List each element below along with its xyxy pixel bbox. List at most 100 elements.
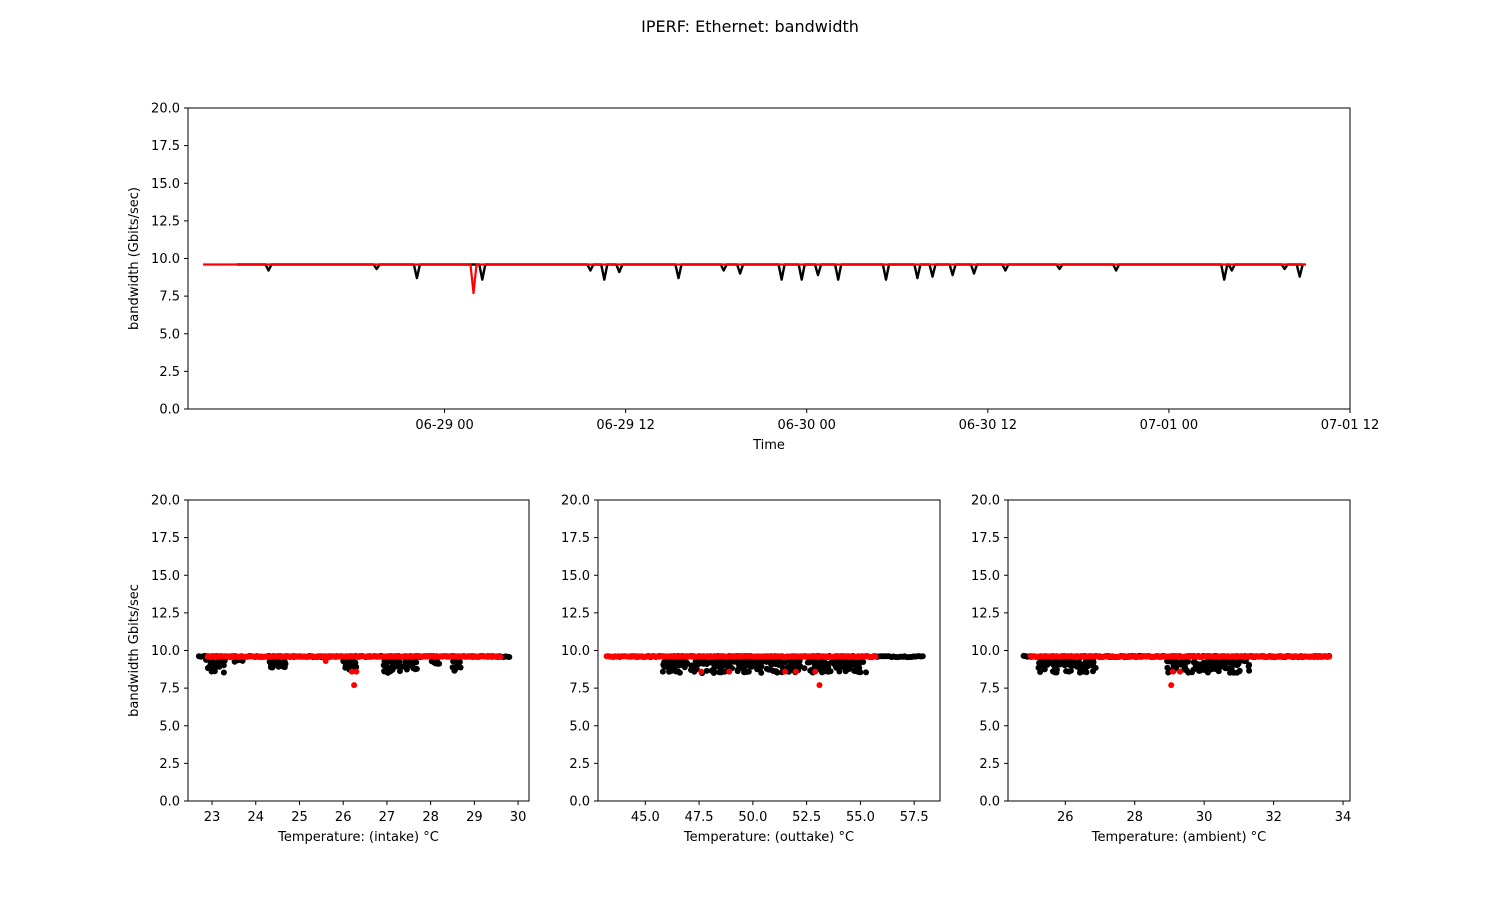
y-tick-label: 12.5 [151, 214, 180, 229]
data-point [1090, 662, 1096, 669]
y-tick-label: 17.5 [151, 139, 180, 154]
data-point [782, 668, 789, 675]
data-point [402, 661, 409, 668]
x-tick-label: 27 [379, 810, 396, 825]
data-point [1090, 668, 1096, 675]
data-point [1218, 660, 1225, 667]
data-point [1081, 660, 1088, 667]
data-point [457, 664, 464, 671]
data-point [387, 668, 394, 675]
data-point [666, 665, 672, 672]
data-point [210, 667, 217, 674]
series-line-red [203, 263, 1306, 295]
data-point [726, 662, 733, 669]
y-tick-label: 10.0 [971, 644, 1000, 659]
axes-outtake: 0.0 2.5 5.0 7.5 10.0 12.5 15.0 17.5 20.0 45.0 47.5… [561, 494, 941, 845]
data-point [1063, 668, 1070, 675]
x-tick-label: 06-29 12 [596, 418, 654, 433]
series-points-red [1027, 652, 1333, 689]
data-point [855, 669, 862, 675]
data-point [1037, 669, 1044, 675]
data-point [758, 658, 765, 665]
data-point [849, 662, 856, 668]
y-tick-label: 15.0 [971, 569, 1000, 584]
data-point [1069, 658, 1076, 665]
data-point [1326, 653, 1333, 660]
series-points-red [204, 652, 504, 689]
data-point [342, 664, 349, 671]
data-point [1067, 667, 1074, 674]
data-point [693, 666, 700, 673]
data-point [220, 669, 227, 676]
data-point [381, 668, 388, 674]
data-point [1236, 667, 1243, 674]
x-tick-label: 06-30 00 [778, 418, 836, 433]
data-point [1205, 659, 1212, 666]
y-tick-label: 12.5 [971, 606, 1000, 621]
y-tick-label: 10.0 [561, 644, 590, 659]
x-tick-label: 55.0 [846, 810, 875, 825]
data-point [659, 668, 666, 675]
x-tick-label: 30 [1196, 810, 1213, 825]
x-tick-label: 28 [1126, 810, 1143, 825]
x-tick-label: 28 [422, 810, 439, 825]
data-point [1040, 659, 1047, 666]
data-point [275, 663, 282, 670]
data-point [777, 660, 784, 667]
data-point [351, 682, 358, 689]
data-point [1212, 666, 1218, 672]
plot-area-outtake [603, 652, 926, 689]
data-point [792, 668, 799, 675]
x-tick-label: 57.5 [900, 810, 929, 825]
data-point [736, 660, 743, 667]
y-tick-label: 17.5 [151, 531, 180, 546]
data-point [1189, 669, 1195, 676]
x-tick-label: 06-30 12 [959, 418, 1017, 433]
data-point [772, 668, 779, 675]
y-tick-label: 12.5 [561, 606, 590, 621]
y-tick-label: 0.0 [979, 795, 1000, 810]
data-point [674, 658, 681, 665]
y-tick-label: 15.0 [151, 177, 180, 192]
x-tick-label: 32 [1265, 810, 1282, 825]
data-point [1169, 668, 1176, 675]
data-point [380, 662, 387, 669]
data-point [753, 660, 760, 667]
plot-area-time [203, 263, 1306, 295]
data-point [231, 658, 238, 665]
data-point [1178, 659, 1184, 666]
y-tick-label: 5.0 [569, 719, 590, 734]
data-point [267, 661, 274, 668]
x-tick-label: 47.5 [685, 810, 714, 825]
y-tick-label: 7.5 [159, 290, 180, 305]
data-point [1234, 662, 1241, 669]
data-point [1176, 668, 1183, 675]
data-point [676, 669, 683, 676]
y-tick-label: 5.0 [159, 327, 180, 342]
data-point [1165, 669, 1172, 676]
x-axis-label: Temperature: (intake) °C [277, 830, 439, 845]
data-point [681, 660, 688, 667]
data-point [1164, 664, 1171, 671]
y-tick-label: 2.5 [569, 757, 590, 772]
data-point [812, 668, 819, 675]
data-point [1183, 667, 1190, 674]
axes-ambient: 0.0 2.5 5.0 7.5 10.0 12.5 15.0 17.5 20.0 26 28 30 32… [971, 494, 1351, 846]
data-point [856, 658, 862, 665]
data-point [497, 654, 504, 660]
figure-title: IPERF: Ethernet: bandwidth [641, 17, 859, 36]
data-point [664, 658, 671, 665]
data-point [703, 667, 710, 674]
y-tick-label: 10.0 [151, 644, 180, 659]
x-tick-label: 07-01 12 [1321, 418, 1379, 433]
data-point [1048, 658, 1055, 665]
data-point [816, 682, 823, 689]
data-point [698, 668, 705, 675]
data-point [671, 666, 678, 673]
data-point [1246, 667, 1253, 674]
data-point [770, 658, 777, 665]
plot-area-intake [195, 652, 513, 689]
data-point [841, 664, 848, 671]
y-tick-label: 12.5 [151, 606, 180, 621]
